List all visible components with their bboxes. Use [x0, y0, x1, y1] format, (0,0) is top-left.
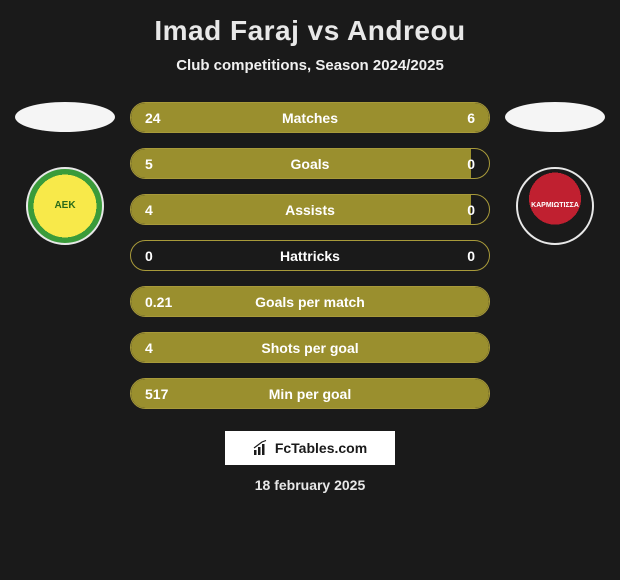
right-club-logo-text: ΚΑΡΜΙΩΤΙΣΣΑ [531, 202, 579, 210]
stat-value-left: 0 [145, 248, 153, 264]
stat-bar: 4 Shots per goal [130, 332, 490, 363]
stat-value-left: 5 [145, 156, 153, 172]
left-player-avatar [15, 102, 115, 132]
stat-value-left: 0.21 [145, 294, 172, 310]
stat-value-right: 0 [467, 248, 475, 264]
page-title: Imad Faraj vs Andreou [0, 15, 620, 47]
comparison-card: Imad Faraj vs Andreou Club competitions,… [0, 0, 620, 580]
stat-bar: 0 Hattricks 0 [130, 240, 490, 271]
brand-text: FcTables.com [275, 440, 367, 456]
bar-fill-right [410, 103, 489, 132]
right-player-avatar [505, 102, 605, 132]
stats-list: 24 Matches 6 5 Goals 0 4 Assists 0 0 Hattricks 0 0.2… [130, 102, 490, 409]
stat-label: Assists [285, 202, 335, 218]
right-player-column: ΚΑΡΜΙΩΤΙΣΣΑ [500, 102, 610, 245]
page-subtitle: Club competitions, Season 2024/2025 [0, 57, 620, 74]
stat-label: Shots per goal [261, 340, 358, 356]
bar-fill-left [131, 103, 410, 132]
stat-value-left: 24 [145, 110, 161, 126]
left-club-logo: AEK [26, 167, 104, 245]
footer-date: 18 february 2025 [0, 477, 620, 493]
stat-bar: 0.21 Goals per match [130, 286, 490, 317]
stat-bar: 517 Min per goal [130, 378, 490, 409]
right-club-logo: ΚΑΡΜΙΩΤΙΣΣΑ [516, 167, 594, 245]
stat-bar: 4 Assists 0 [130, 194, 490, 225]
stat-value-right: 6 [467, 110, 475, 126]
stat-bar: 5 Goals 0 [130, 148, 490, 179]
stat-label: Hattricks [280, 248, 340, 264]
stat-value-left: 517 [145, 386, 168, 402]
left-player-column: AEK [10, 102, 120, 245]
stat-bar: 24 Matches 6 [130, 102, 490, 133]
stat-label: Matches [282, 110, 338, 126]
brand-chart-icon [253, 440, 269, 456]
stat-label: Goals per match [255, 294, 365, 310]
main-row: AEK 24 Matches 6 5 Goals 0 4 Assists 0 0 Hattricks… [0, 102, 620, 409]
stat-value-right: 0 [467, 202, 475, 218]
brand-badge: FcTables.com [225, 431, 395, 465]
stat-label: Goals [291, 156, 330, 172]
stat-label: Min per goal [269, 386, 351, 402]
stat-value-left: 4 [145, 340, 153, 356]
stat-value-left: 4 [145, 202, 153, 218]
left-club-logo-text: AEK [54, 200, 75, 212]
stat-value-right: 0 [467, 156, 475, 172]
